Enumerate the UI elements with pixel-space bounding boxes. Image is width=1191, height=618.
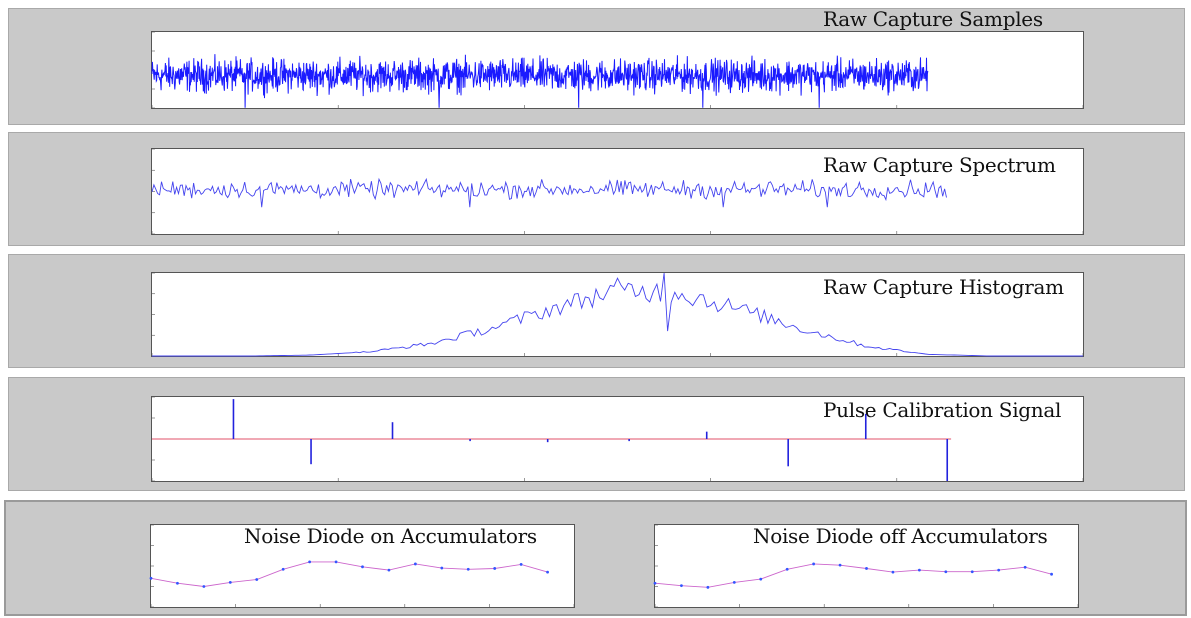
data-point-12 [466,567,470,571]
histogram-panel: Raw Capture Histogram [8,254,1185,368]
data-point-10 [917,568,921,572]
samples-plot [151,31,1084,109]
data-point-7 [334,560,338,564]
data-point-10 [413,562,417,566]
series-line-0 [152,272,1083,357]
diode-on-title: Noise Diode on Accumulators [244,524,537,548]
data-point-15 [1050,572,1053,576]
data-point-0 [653,581,657,585]
series-line-0 [151,54,929,108]
samples-chart [151,31,1084,109]
data-point-8 [361,565,364,569]
histogram-title: Raw Capture Histogram [823,275,1064,299]
spectrum-panel: Raw Capture Spectrum [8,132,1185,246]
data-point-14 [519,562,523,566]
data-point-14 [1023,565,1027,569]
samples-title: Raw Capture Samples [823,7,1043,31]
data-point-12 [970,570,974,574]
diode-off-chart [653,524,1079,608]
data-point-0 [149,576,153,580]
data-point-2 [706,585,710,589]
series-line-0 [150,561,548,587]
data-point-8 [865,567,868,570]
spectrum-plot [151,148,1084,235]
series-line-0 [151,177,947,208]
data-point-1 [176,581,179,585]
data-point-15 [546,570,549,574]
data-point-1 [680,584,683,588]
data-point-3 [228,581,232,584]
data-point-5 [281,567,285,571]
pulse-chart [151,396,1084,482]
diode-off-plot [653,524,1079,608]
data-point-6 [812,562,816,566]
data-point-3 [732,581,736,584]
data-point-4 [255,578,259,581]
data-point-5 [785,567,789,571]
data-point-9 [387,568,391,572]
series-line-0 [654,563,1052,588]
data-point-2 [202,585,206,588]
pulse-panel: Pulse Calibration Signal [8,377,1185,491]
diode-on-plot [149,524,575,608]
samples-panel: Raw Capture Samples [8,7,1185,125]
diode-on-chart [149,524,575,608]
data-point-11 [944,570,948,574]
data-point-11 [440,566,444,570]
data-point-7 [838,563,842,567]
diode-off-title: Noise Diode off Accumulators [753,524,1048,548]
histogram-plot [151,272,1084,357]
spectrum-title: Raw Capture Spectrum [823,153,1056,177]
data-point-13 [493,567,497,570]
accumulators-panel: Noise Diode on Accumulators Noise Diode … [4,500,1187,616]
histogram-chart [151,272,1084,357]
data-point-4 [759,577,763,581]
data-point-6 [308,560,312,564]
data-point-9 [891,570,895,574]
spectrum-chart [151,148,1084,235]
pulse-plot [151,396,1084,482]
data-point-13 [997,568,1001,572]
pulse-title: Pulse Calibration Signal [823,398,1062,422]
